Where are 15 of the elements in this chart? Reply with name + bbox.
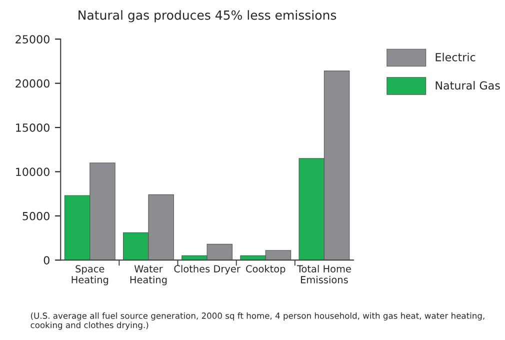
x-tick-label: Total Home Emissions	[296, 264, 351, 284]
y-tick-label: 25000	[16, 35, 50, 44]
x-tick-label: Space Heating	[72, 265, 108, 286]
y-tick-label: 10000	[16, 168, 50, 176]
y-tick-label: 20000	[16, 79, 50, 88]
y-tick-label: 0	[44, 256, 50, 264]
y-tick-label: 5000	[22, 212, 50, 220]
chart-title: Natural gas produces 45% less emissions	[78, 10, 336, 22]
legend-label: Electric	[436, 52, 476, 62]
y-tick-label: 15000	[16, 123, 50, 132]
x-tick-label: Cooktop	[246, 264, 286, 274]
x-tick-label: Clothes Dryer	[174, 264, 240, 274]
text: (U.S. average all fuel source generation, 2000 sq ft home, 4 person household, with gas heat, water heating, cooking and clothes drying.)	[30, 312, 484, 330]
legend-label: Natural Gas	[436, 81, 500, 90]
x-tick-label: Water Heating	[130, 265, 167, 286]
